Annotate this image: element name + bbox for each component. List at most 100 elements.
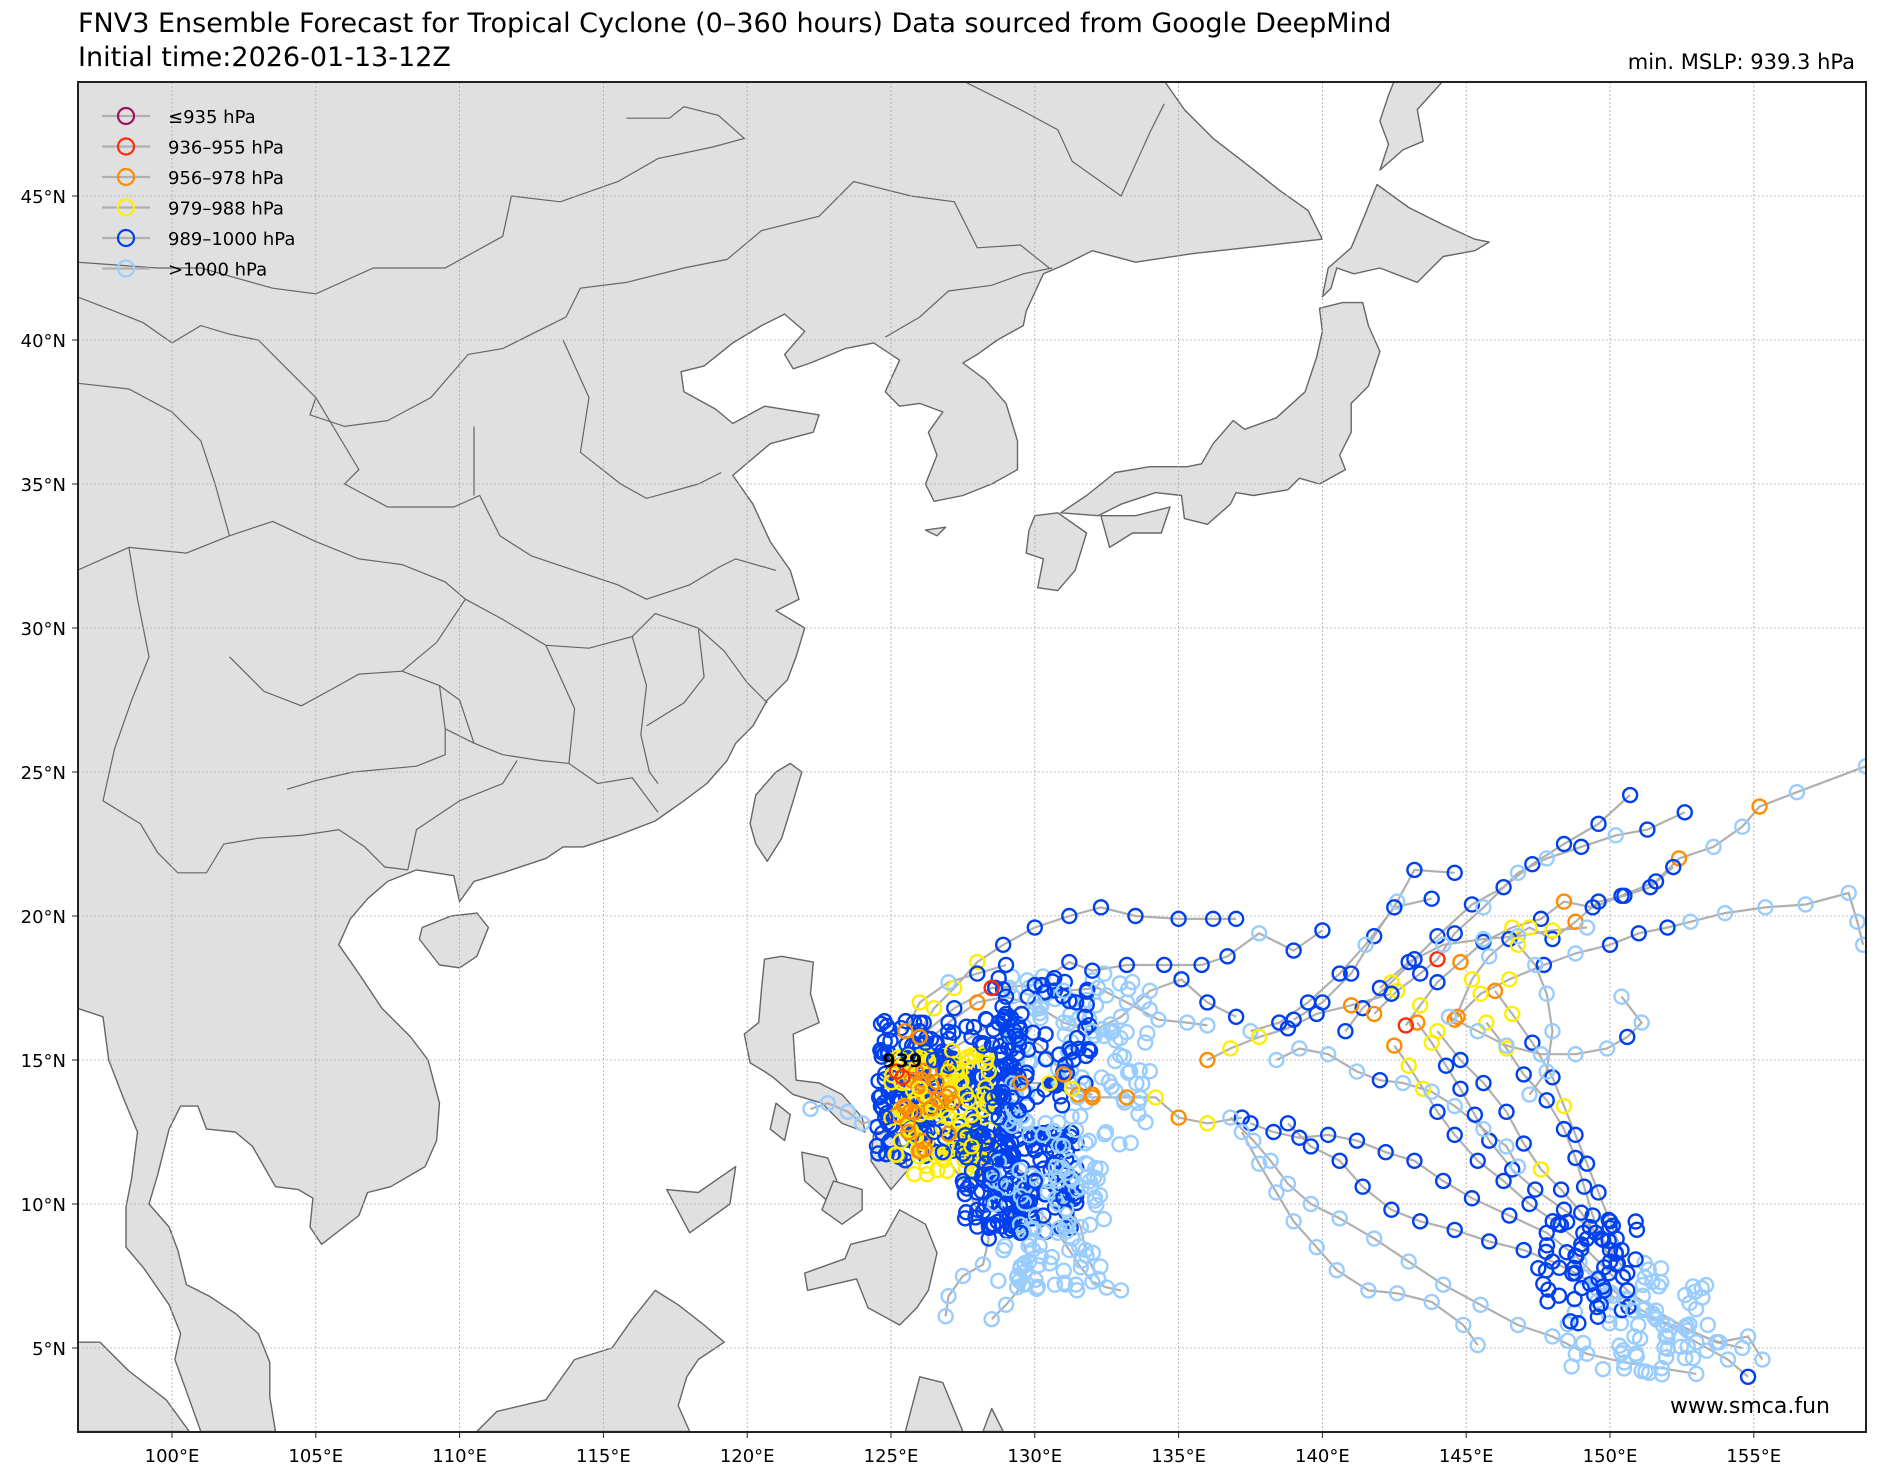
x-tick-label: 130°E	[1007, 1446, 1062, 1467]
track-point	[1081, 1216, 1099, 1233]
track-point	[985, 1098, 1003, 1115]
track-point	[940, 974, 957, 991]
border-line	[963, 82, 1165, 197]
track-point	[1734, 1339, 1751, 1357]
track-point	[1115, 1091, 1132, 1108]
track-point	[1055, 1066, 1072, 1083]
track-point	[925, 1123, 943, 1141]
track-point	[1279, 1115, 1297, 1132]
landmass	[924, 526, 947, 537]
track-point	[1084, 1022, 1101, 1040]
track-point	[1681, 1294, 1698, 1312]
legend-label: >1000 hPa	[168, 260, 267, 281]
track-point	[1118, 994, 1136, 1011]
track-point	[1634, 1276, 1652, 1294]
track-point	[1002, 1134, 1020, 1151]
track-point	[888, 1146, 905, 1164]
track-point	[1656, 1339, 1673, 1356]
track-point	[1739, 1368, 1757, 1386]
track-point	[1475, 899, 1492, 916]
track-point	[1535, 956, 1553, 974]
landmass	[1100, 506, 1171, 549]
track-point	[1308, 1005, 1325, 1023]
track-point	[925, 1051, 943, 1069]
track-point	[1004, 1117, 1021, 1134]
track-point	[1360, 1282, 1377, 1299]
track-line	[1344, 794, 1631, 1032]
x-tick-label: 120°E	[720, 1446, 775, 1467]
track-point	[1840, 884, 1857, 902]
track-point	[969, 1123, 986, 1141]
track-point	[1616, 1354, 1633, 1371]
track-point	[1616, 1290, 1633, 1308]
track-point	[983, 1036, 1001, 1053]
track-point	[1121, 1063, 1139, 1080]
map-frame	[77, 81, 1867, 1433]
y-tick-label: 35°N	[21, 475, 66, 496]
track-points	[802, 758, 1866, 1386]
track-point	[1659, 1316, 1676, 1334]
track-point	[1659, 919, 1676, 936]
track-point	[997, 956, 1015, 974]
track-point	[969, 994, 986, 1011]
track-point	[1010, 1102, 1028, 1119]
track-point	[1734, 818, 1751, 835]
chart-title: FNV3 Ensemble Forecast for Tropical Cycl…	[78, 8, 1392, 39]
track-point	[1067, 994, 1085, 1011]
track-point	[1472, 985, 1489, 1002]
track-point	[1118, 1089, 1136, 1106]
y-tick-label: 45°N	[21, 187, 66, 208]
track-point	[996, 1237, 1014, 1255]
track-point	[1676, 1319, 1693, 1337]
track-point	[1567, 1345, 1585, 1363]
x-tick-label: 125°E	[864, 1446, 919, 1467]
landmass	[804, 1209, 938, 1326]
track-point	[1538, 850, 1555, 867]
border-line	[78, 106, 746, 295]
track-point	[1250, 1155, 1268, 1172]
track-point	[1688, 1334, 1705, 1351]
y-tick-label: 5°N	[32, 1339, 66, 1360]
track-point	[940, 1287, 957, 1305]
track-point	[1653, 1366, 1671, 1383]
track-point	[946, 999, 963, 1017]
track-point	[1406, 1152, 1423, 1170]
track-point	[1268, 1051, 1285, 1069]
track-point	[1199, 1017, 1216, 1034]
track-point	[1054, 1137, 1072, 1155]
track-point	[1698, 1342, 1715, 1359]
track-point	[940, 1109, 957, 1126]
track-point	[997, 1296, 1015, 1314]
track-point	[914, 1062, 932, 1079]
track-line	[1456, 891, 1865, 1018]
track-point	[1371, 1071, 1389, 1089]
track-point	[1578, 1345, 1596, 1362]
track-point	[963, 1162, 981, 1180]
track-point	[1089, 979, 1107, 997]
track-point	[956, 1210, 974, 1227]
track-point	[911, 1142, 929, 1160]
track-point	[954, 1172, 972, 1190]
track-point	[1348, 1132, 1366, 1149]
track-point	[1046, 1276, 1064, 1293]
track-point	[1699, 1316, 1717, 1334]
track-point	[1262, 1152, 1279, 1170]
track-point	[1630, 1316, 1647, 1334]
track-point	[1613, 988, 1630, 1005]
landmass	[476, 1289, 725, 1432]
track-point	[1636, 1254, 1653, 1272]
track-point	[975, 1101, 992, 1118]
border-line	[884, 267, 1053, 338]
track-point	[1136, 1034, 1154, 1051]
track-point	[1524, 855, 1541, 873]
track-point	[1279, 1175, 1297, 1193]
track-point	[1199, 994, 1216, 1011]
track-point	[1532, 910, 1550, 928]
track-point	[1559, 1316, 1576, 1333]
track-point	[1127, 907, 1144, 925]
track-line	[1453, 866, 1675, 1021]
track-point	[1524, 1034, 1541, 1051]
track-point	[1628, 1221, 1646, 1238]
track-point	[1584, 1207, 1601, 1224]
track-point	[1446, 1221, 1463, 1239]
